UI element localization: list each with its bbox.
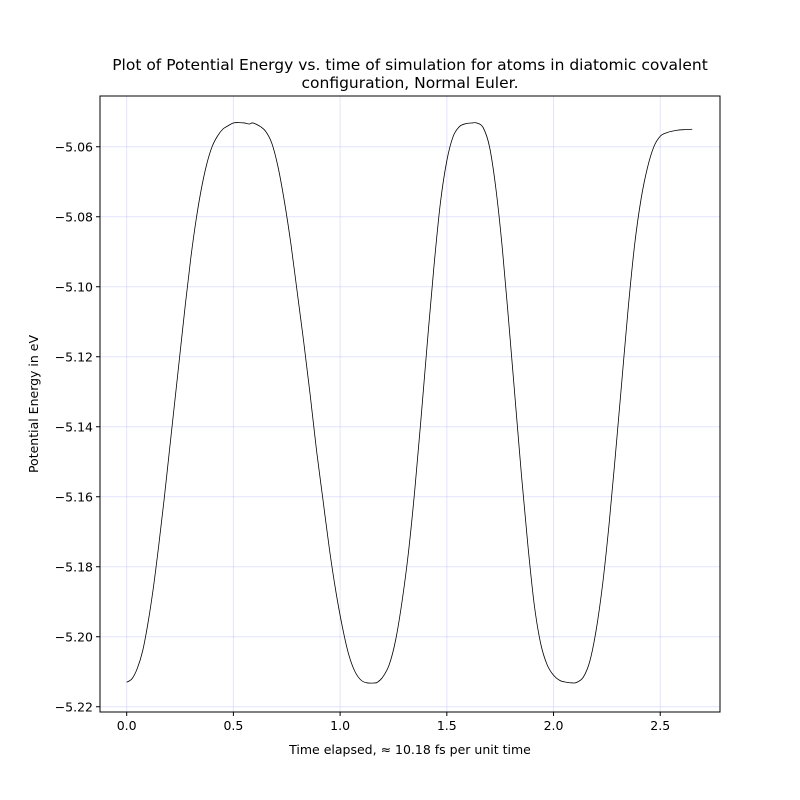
x-tick-label: 0.5 bbox=[223, 718, 243, 733]
y-tick-label: −5.16 bbox=[55, 489, 93, 504]
x-tick-label: 2.0 bbox=[544, 718, 564, 733]
x-tick-label: 0.0 bbox=[117, 718, 137, 733]
y-tick-label: −5.10 bbox=[55, 279, 93, 294]
y-tick-label: −5.12 bbox=[55, 349, 93, 364]
y-axis-ticks: −5.22 −5.20 −5.18 −5.16 −5.14 −5.12 −5.10 −5.08… bbox=[55, 139, 100, 714]
plot-frame bbox=[99, 95, 721, 713]
y-tick-label: −5.22 bbox=[55, 699, 93, 714]
y-tick-label: −5.20 bbox=[55, 629, 93, 644]
y-axis-label: Potential Energy in eV bbox=[26, 335, 41, 474]
y-tick-label: −5.14 bbox=[55, 419, 93, 434]
x-axis-label: Time elapsed, ≈ 10.18 fs per unit time bbox=[288, 742, 531, 757]
x-axis-ticks: 0.0 0.5 1.0 1.5 2.0 2.5 bbox=[117, 712, 670, 733]
grid bbox=[100, 96, 720, 712]
chart-title-line-2: configuration, Normal Euler. bbox=[301, 74, 518, 92]
series-layer bbox=[126, 122, 693, 684]
y-tick-label: −5.18 bbox=[55, 559, 93, 574]
series-line-0 bbox=[126, 122, 693, 684]
chart-title-line-1: Plot of Potential Energy vs. time of sim… bbox=[112, 56, 708, 74]
x-tick-label: 1.0 bbox=[330, 718, 350, 733]
x-tick-label: 1.5 bbox=[437, 718, 457, 733]
y-tick-label: −5.06 bbox=[55, 139, 93, 154]
y-tick-label: −5.08 bbox=[55, 209, 93, 224]
x-tick-label: 2.5 bbox=[650, 718, 670, 733]
